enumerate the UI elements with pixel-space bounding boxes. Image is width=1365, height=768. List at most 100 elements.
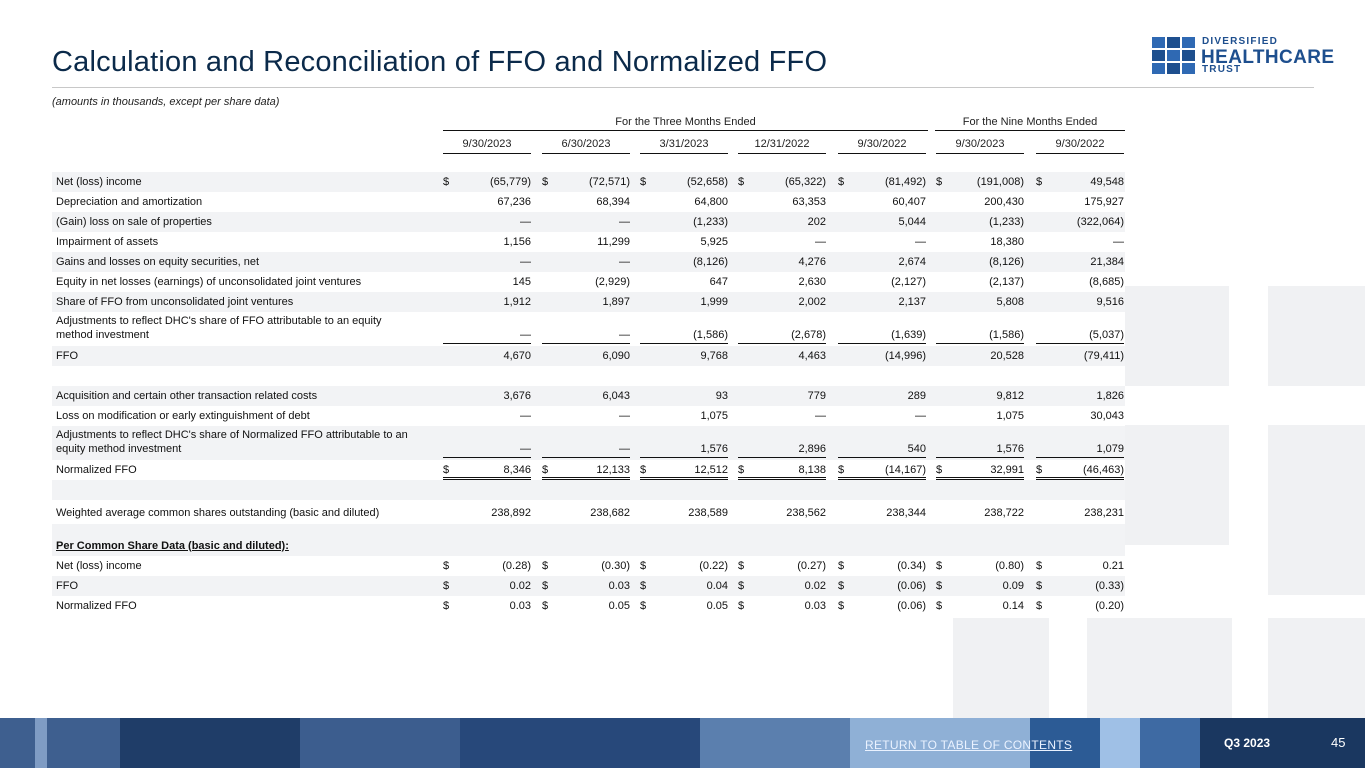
cell-value: — [619,329,630,341]
cell-value: — [619,443,630,455]
currency-symbol: $ [640,599,647,612]
cell-value: 175,927 [1084,195,1124,208]
cell-value: 200,430 [984,195,1024,208]
table-cell: (2,137) [936,276,1024,290]
cell-value: 0.21 [1102,559,1124,572]
table-cell: (5,037) [1036,329,1124,344]
table-cell: $0.09 [936,580,1024,594]
table-cell: 2,002 [738,296,826,310]
table-cell: 1,897 [542,296,630,310]
column-header: 12/31/2022 [738,138,826,154]
table-cell: $ (191,008) [936,176,1024,190]
table-cell: $49,548 [1036,176,1124,190]
currency-symbol: $ [542,579,549,592]
table-cell: $0.14 [936,600,1024,614]
table-cell: (8,126) [640,256,728,270]
table-row: (Gain) loss on sale of properties — — (1,23… [52,212,1125,232]
cell-value: (2,929) [595,275,630,288]
cell-value: — [520,215,531,228]
currency-symbol: $ [936,463,943,476]
cell-value: — [815,235,826,248]
table-cell: (1,233) [936,216,1024,230]
table-row: Normalized FFO $0.03 $0.05 $0.05 $0.03 $ (0.06… [52,596,1125,616]
table-row: Depreciation and amortization 67,236 68,39… [52,192,1125,212]
cell-value: (2,127) [891,275,926,288]
table-cell: $8,138 [738,464,826,480]
cell-value: 1,156 [503,235,531,248]
currency-symbol: $ [542,175,549,188]
cell-value: (81,492) [885,175,926,188]
currency-symbol: $ [838,559,845,572]
table-cell: 93 [640,390,728,404]
table-cell: $0.03 [443,600,531,614]
cell-value: — [520,409,531,422]
table-cell: $ (0.30) [542,560,630,574]
row-label: (Gain) loss on sale of properties [56,215,212,228]
table-cell: — [542,410,630,424]
table-cell: 5,925 [640,236,728,250]
cell-value: 238,231 [1084,506,1124,519]
table-cell: (14,996) [838,350,926,364]
cell-value: (0.06) [897,579,926,592]
table-cell: 6,043 [542,390,630,404]
cell-value: 0.09 [1002,579,1024,592]
table-row: equity method investment Adjustments to r… [52,426,1125,460]
table-cell: $ (72,571) [542,176,630,190]
cell-value: 9,768 [700,349,728,362]
cell-value: 540 [907,443,926,455]
cell-value: (1,233) [693,215,728,228]
cell-value: 5,808 [996,295,1024,308]
quarter-label: Q3 2023 [1224,736,1271,750]
table-cell: 60,407 [838,196,926,210]
cell-value: 202 [807,215,826,228]
table-cell: (1,639) [838,329,926,344]
return-to-toc-link[interactable]: RETURN TO TABLE OF CONTENTS [865,738,1073,752]
cell-value: (0.06) [897,599,926,612]
cell-value: — [520,255,531,268]
table-row: Gains and losses on equity securities, n… [52,252,1125,272]
cell-value: (1,586) [693,329,728,341]
table-cell: $ (0.22) [640,560,728,574]
cell-value: 647 [709,275,728,288]
cell-value: 0.03 [608,579,630,592]
table-cell: 18,380 [936,236,1024,250]
currency-symbol: $ [640,175,647,188]
currency-symbol: $ [838,599,845,612]
cell-value: 68,394 [596,195,630,208]
cell-value: 145 [512,275,531,288]
cell-value: 1,075 [996,409,1024,422]
table-cell: (2,929) [542,276,630,290]
cell-value: 1,912 [503,295,531,308]
table-cell: $0.03 [738,600,826,614]
table-cell: 145 [443,276,531,290]
cell-value: — [1113,235,1124,248]
table-cell: — [738,236,826,250]
cell-value: (5,037) [1089,329,1124,341]
table-cell: 647 [640,276,728,290]
cell-value: 0.04 [706,579,728,592]
table-cell: $12,133 [542,464,630,480]
table-cell: $ (0.34) [838,560,926,574]
row-label: Share of FFO from unconsolidated joint v… [56,295,294,308]
cell-value: 4,463 [798,349,826,362]
table-cell: $0.04 [640,580,728,594]
row-label: Adjustments to reflect DHC's share of FF… [56,315,382,327]
table-cell: $32,991 [936,464,1024,480]
cell-value: (1,639) [891,329,926,341]
cell-value: (0.27) [797,559,826,572]
row-label: Loss on modification or early extinguish… [56,409,310,422]
cell-value: 238,722 [984,506,1024,519]
table-cell: 9,768 [640,350,728,364]
table-cell: 20,528 [936,350,1024,364]
table-cell: $0.21 [1036,560,1124,574]
table-cell: 289 [838,390,926,404]
table-cell: 238,722 [936,507,1024,521]
cell-value: 93 [715,389,728,402]
cell-value: 21,384 [1090,255,1124,268]
cell-value: — [619,255,630,268]
table-cell: 238,589 [640,507,728,521]
cell-value: 238,589 [688,506,728,519]
cell-value: 11,299 [597,235,630,248]
currency-symbol: $ [640,579,647,592]
cell-value: 238,892 [491,506,531,519]
